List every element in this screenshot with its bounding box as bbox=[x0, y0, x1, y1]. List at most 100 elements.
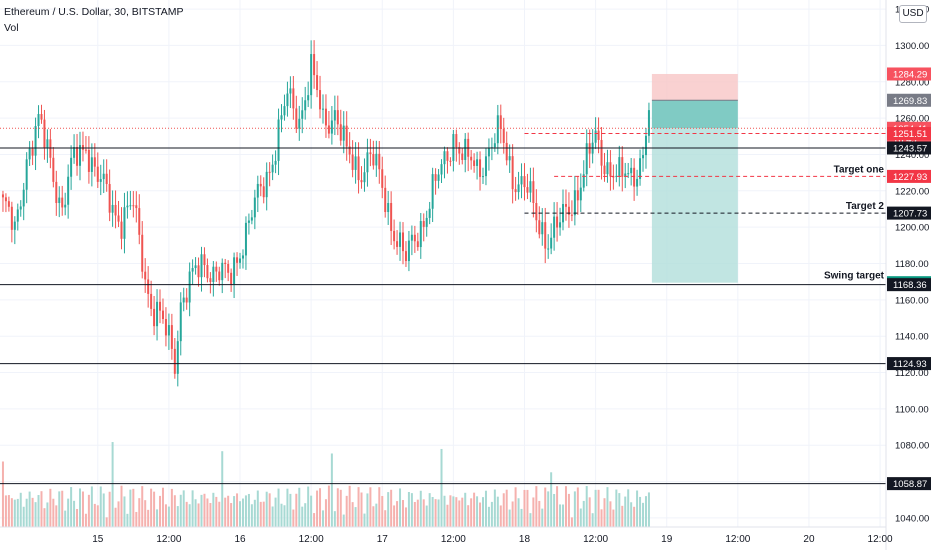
volume-bar bbox=[185, 501, 188, 527]
volume-bar bbox=[351, 502, 354, 527]
target-label: Target 2 bbox=[846, 201, 885, 212]
candle-body bbox=[185, 297, 188, 303]
volume-bar bbox=[61, 490, 64, 527]
candle-body bbox=[363, 172, 366, 183]
volume-bar bbox=[470, 498, 473, 527]
candle-body bbox=[280, 115, 283, 120]
volume-bar bbox=[559, 504, 562, 527]
candle-body bbox=[342, 125, 345, 141]
candle-body bbox=[144, 271, 147, 280]
candle-body bbox=[79, 145, 82, 166]
volume-bar bbox=[313, 513, 316, 527]
price-tag-label: 1124.93 bbox=[893, 359, 927, 370]
candle-body bbox=[200, 254, 203, 278]
volume-bar bbox=[58, 491, 61, 527]
volume-bar bbox=[461, 497, 464, 527]
volume-bar bbox=[105, 517, 108, 527]
candle-body bbox=[321, 108, 324, 110]
volume-bar bbox=[410, 493, 413, 527]
volume-bar bbox=[271, 506, 274, 527]
volume-bar bbox=[218, 501, 221, 527]
price-tick-label: 1300.00 bbox=[895, 41, 929, 52]
volume-bar bbox=[108, 491, 111, 527]
volume-bar bbox=[64, 510, 67, 527]
volume-bar bbox=[455, 497, 458, 527]
stop-loss-zone bbox=[651, 73, 738, 101]
candle-body bbox=[87, 149, 90, 172]
candle-body bbox=[129, 205, 132, 207]
price-tick-label: 1260.00 bbox=[895, 114, 929, 125]
price-tag bbox=[887, 93, 931, 107]
volume-bar bbox=[224, 497, 227, 527]
volume-bar bbox=[490, 501, 493, 527]
candle-body bbox=[58, 197, 61, 204]
volume-bar bbox=[476, 496, 479, 527]
candle-body bbox=[464, 138, 467, 160]
candle-body bbox=[579, 187, 582, 201]
volume-indicator-label[interactable]: Vol bbox=[4, 22, 19, 34]
volume-bar bbox=[345, 495, 348, 527]
volume-bar bbox=[164, 504, 167, 527]
candle-body bbox=[301, 110, 304, 119]
profit-target-zone bbox=[651, 128, 738, 283]
candle-body bbox=[330, 120, 333, 134]
candle-body bbox=[425, 217, 428, 227]
volume-bar bbox=[173, 495, 176, 527]
volume-bar bbox=[479, 502, 482, 527]
volume-bar bbox=[209, 503, 212, 527]
candle-body bbox=[120, 221, 123, 239]
volume-bar bbox=[43, 508, 46, 527]
volume-bar bbox=[70, 487, 73, 527]
price-tag bbox=[887, 127, 931, 141]
candle-body bbox=[230, 272, 233, 285]
candle-body bbox=[600, 139, 603, 166]
volume-bar bbox=[458, 500, 461, 527]
volume-bar bbox=[535, 486, 538, 527]
candle-body bbox=[102, 173, 105, 180]
candle-body bbox=[520, 176, 523, 185]
position-layer bbox=[651, 73, 738, 283]
volume-bar bbox=[10, 498, 13, 527]
candle-body bbox=[31, 148, 34, 156]
volume-bar bbox=[138, 498, 141, 527]
candle-body bbox=[161, 310, 164, 320]
volume-bar bbox=[473, 492, 476, 527]
candle-body bbox=[615, 175, 618, 177]
candle-body bbox=[212, 266, 215, 283]
candle-body bbox=[108, 184, 111, 213]
volume-bar bbox=[102, 493, 105, 527]
volume-bar bbox=[319, 488, 322, 527]
candle-body bbox=[396, 241, 399, 247]
volume-bar bbox=[615, 489, 618, 527]
candle-body bbox=[384, 187, 387, 213]
volume-bar bbox=[330, 453, 333, 527]
price-tick-label: 1120.00 bbox=[895, 368, 929, 379]
volume-bar bbox=[630, 502, 633, 527]
candle-body bbox=[156, 301, 159, 327]
candle-body bbox=[556, 216, 559, 228]
volume-bar bbox=[597, 489, 600, 527]
candle-body bbox=[642, 155, 645, 159]
candle-body bbox=[387, 202, 390, 213]
candle-body bbox=[206, 265, 209, 279]
candle-body bbox=[289, 88, 292, 94]
candle-body bbox=[461, 153, 464, 160]
candle-body bbox=[138, 208, 141, 235]
volume-bar bbox=[431, 496, 434, 527]
candle-body bbox=[455, 134, 458, 148]
candle-body bbox=[422, 221, 425, 227]
candle-body bbox=[313, 54, 316, 76]
volume-bar bbox=[49, 488, 52, 527]
target-label: Swing target bbox=[824, 271, 885, 282]
price-tick-label: 1280.00 bbox=[895, 77, 929, 88]
candle-body bbox=[627, 173, 630, 175]
candle-body bbox=[547, 248, 550, 250]
candle-body bbox=[170, 325, 173, 349]
candle-body bbox=[209, 278, 212, 283]
volume-bar bbox=[393, 505, 396, 527]
currency-button[interactable]: USD bbox=[899, 5, 927, 23]
candle-body bbox=[413, 234, 416, 242]
volume-bar bbox=[200, 494, 203, 527]
volume-bar bbox=[13, 499, 16, 527]
